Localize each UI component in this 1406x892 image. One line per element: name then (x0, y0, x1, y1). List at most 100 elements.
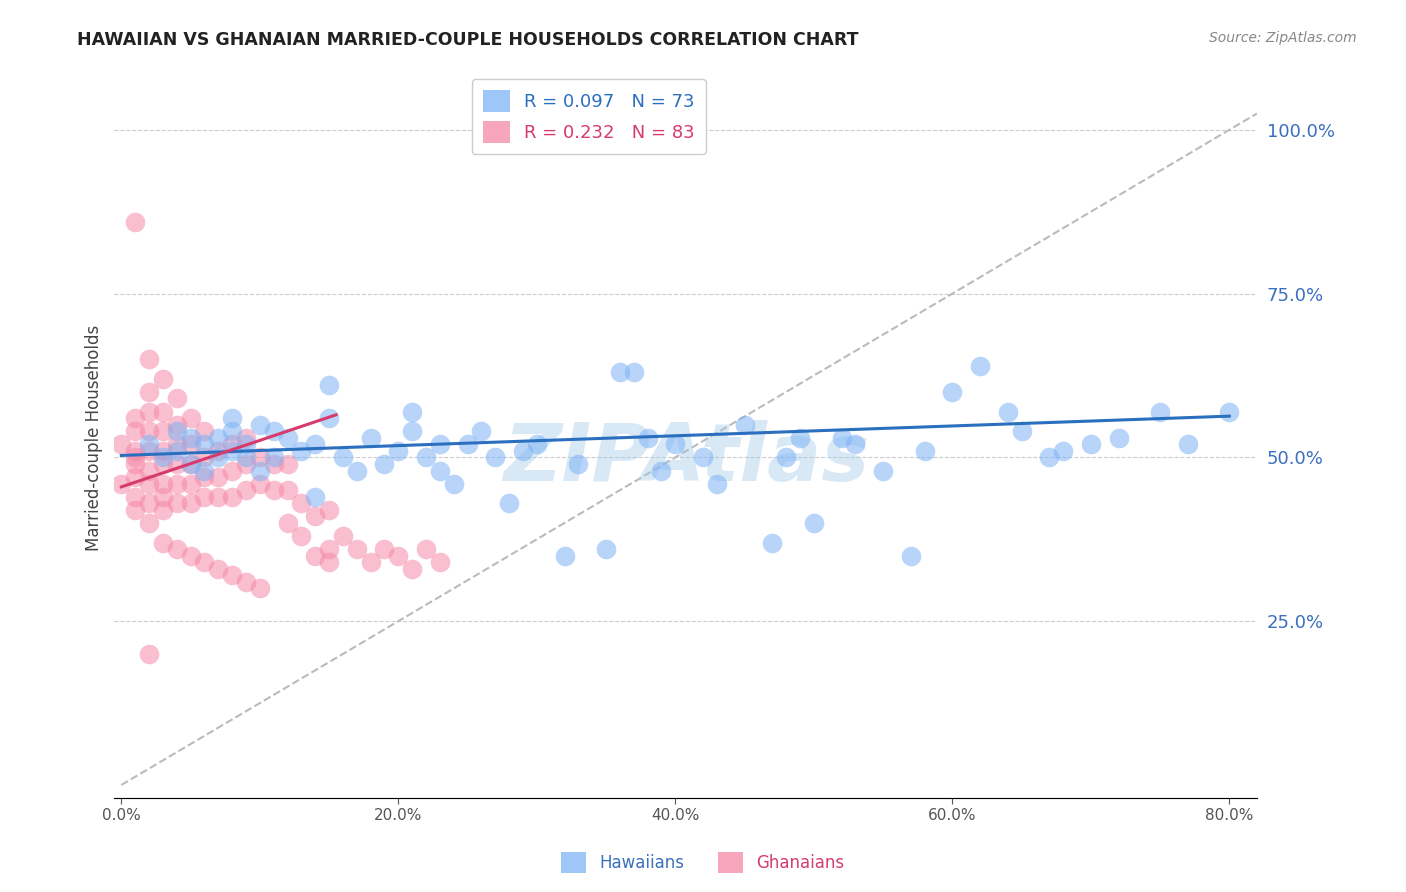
Point (1038, 450, 1060, 465)
Point (429, 463, 451, 477)
Point (166, 496, 188, 510)
Point (387, 549, 409, 563)
Point (235, 483, 257, 498)
Point (554, 549, 576, 563)
Point (110, 476, 132, 491)
Point (138, 404, 160, 418)
Point (692, 450, 714, 465)
Point (221, 568, 243, 582)
Point (221, 443, 243, 458)
Point (207, 470, 229, 484)
Point (207, 431, 229, 445)
Point (789, 431, 811, 445)
Point (318, 378, 340, 392)
Point (138, 496, 160, 510)
Point (124, 214, 146, 228)
Point (152, 372, 174, 386)
Point (734, 417, 756, 432)
Point (166, 417, 188, 432)
Point (249, 463, 271, 477)
Point (110, 437, 132, 451)
Point (193, 555, 215, 569)
Point (235, 457, 257, 471)
Point (193, 490, 215, 504)
Point (706, 476, 728, 491)
Point (193, 450, 215, 465)
Point (1108, 431, 1130, 445)
Text: ZIPAtlas: ZIPAtlas (502, 420, 869, 499)
Point (1052, 443, 1074, 458)
Point (332, 450, 354, 465)
Point (152, 443, 174, 458)
Point (138, 437, 160, 451)
Point (332, 529, 354, 543)
Point (969, 359, 991, 373)
Point (900, 549, 922, 563)
Point (193, 470, 215, 484)
Point (360, 555, 382, 569)
Point (415, 450, 437, 465)
Point (263, 450, 285, 465)
Text: HAWAIIAN VS GHANAIAN MARRIED-COUPLE HOUSEHOLDS CORRELATION CHART: HAWAIIAN VS GHANAIAN MARRIED-COUPLE HOUS… (77, 31, 859, 49)
Point (567, 457, 589, 471)
Point (180, 549, 202, 563)
Point (831, 431, 853, 445)
Point (152, 450, 174, 465)
Point (318, 503, 340, 517)
Point (124, 503, 146, 517)
Point (166, 424, 188, 438)
Point (941, 384, 963, 399)
Point (637, 431, 659, 445)
Point (138, 647, 160, 661)
Point (193, 463, 215, 477)
Point (401, 404, 423, 418)
Point (318, 411, 340, 425)
Y-axis label: Married-couple Households: Married-couple Households (86, 325, 103, 551)
Point (152, 424, 174, 438)
Point (263, 483, 285, 498)
Point (221, 490, 243, 504)
Point (1011, 424, 1033, 438)
Point (235, 437, 257, 451)
Point (249, 476, 271, 491)
Point (166, 542, 188, 557)
Point (318, 542, 340, 557)
Point (263, 457, 285, 471)
Point (872, 463, 894, 477)
Point (166, 443, 188, 458)
Point (304, 437, 326, 451)
Point (512, 443, 534, 458)
Point (304, 490, 326, 504)
Point (429, 555, 451, 569)
Point (914, 443, 936, 458)
Point (623, 365, 645, 379)
Point (166, 457, 188, 471)
Point (401, 424, 423, 438)
Point (664, 437, 686, 451)
Point (221, 411, 243, 425)
Point (1149, 404, 1171, 418)
Point (304, 549, 326, 563)
Point (180, 411, 202, 425)
Point (526, 437, 548, 451)
Point (775, 450, 797, 465)
Point (138, 424, 160, 438)
Point (277, 457, 299, 471)
Point (595, 542, 617, 557)
Point (124, 490, 146, 504)
Point (277, 431, 299, 445)
Point (166, 476, 188, 491)
Point (346, 463, 368, 477)
Point (221, 463, 243, 477)
Point (249, 417, 271, 432)
Point (803, 516, 825, 530)
Point (277, 483, 299, 498)
Point (152, 503, 174, 517)
Point (761, 535, 783, 549)
Point (166, 437, 188, 451)
Point (207, 443, 229, 458)
Point (249, 450, 271, 465)
Point (249, 582, 271, 596)
Point (650, 463, 672, 477)
Point (997, 404, 1019, 418)
